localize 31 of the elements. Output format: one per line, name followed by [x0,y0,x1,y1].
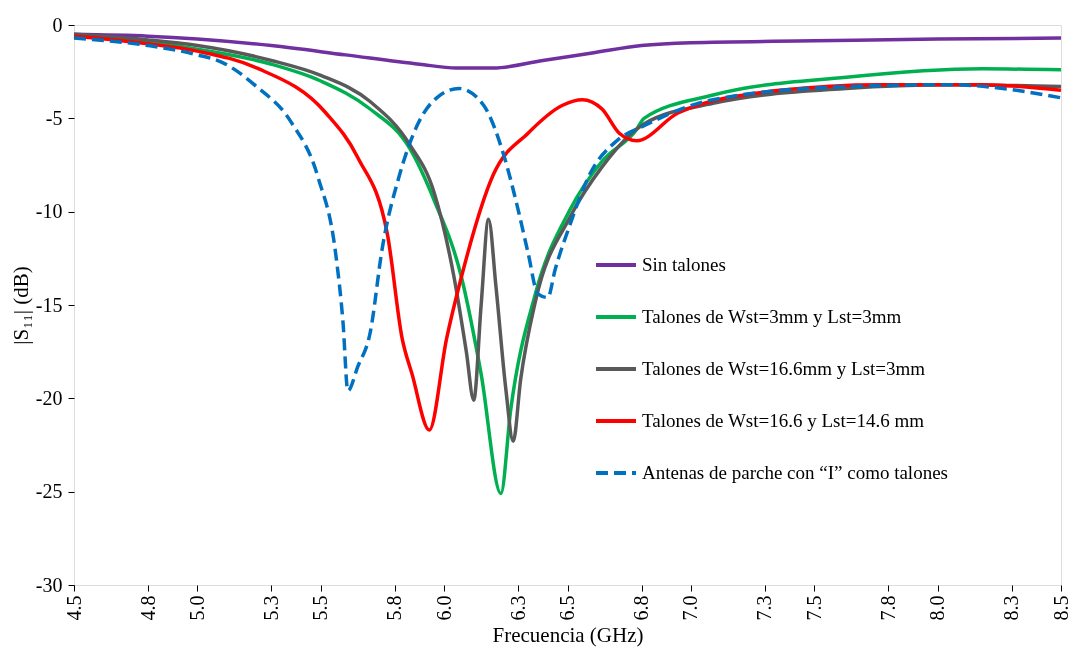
legend-label: Antenas de parche con “I” como talones [642,462,948,483]
x-tick-label: 7.3 [753,595,776,621]
y-tick-label: -15 [35,293,63,316]
x-tick-label: 4.8 [136,595,159,621]
x-tick-label: 6.5 [556,595,578,621]
legend-label: Talones de Wst=3mm y Lst=3mm [642,306,902,327]
legend-label: Sin talones [642,254,726,275]
x-tick-label: 5.3 [259,595,282,621]
legend-label: Talones de Wst=16.6mm y Lst=3mm [642,358,926,379]
y-tick-label: -25 [35,480,63,503]
y-axis-title: |S₁₁| (dB) [8,266,33,345]
x-tick-label: 5.0 [185,595,208,621]
y-tick-label: -10 [35,200,63,223]
y-tick-label: -5 [45,106,63,129]
x-tick-label: 5.5 [309,595,332,621]
x-tick-label: 6.0 [432,595,455,621]
y-tick-label: 0 [52,13,63,36]
x-tick-label: 8.3 [1000,595,1023,621]
legend-label: Talones de Wst=16.6 y Lst=14.6 mm [642,410,925,431]
x-tick-label: 6.3 [506,595,529,621]
x-tick-label: 7.0 [679,595,702,621]
x-tick-label: 7.5 [802,595,825,621]
y-tick-label: -30 [35,573,63,596]
x-tick-label: 6.8 [630,595,653,621]
y-tick-label: -20 [35,386,63,409]
x-tick-label: 7.8 [876,595,899,621]
x-tick-label: 4.5 [62,595,85,621]
x-tick-label: 5.8 [383,595,406,621]
x-tick-label: 8.5 [1049,595,1072,621]
x-tick-label: 8.0 [926,595,949,621]
x-axis-title: Frecuencia (GHz) [492,622,644,647]
